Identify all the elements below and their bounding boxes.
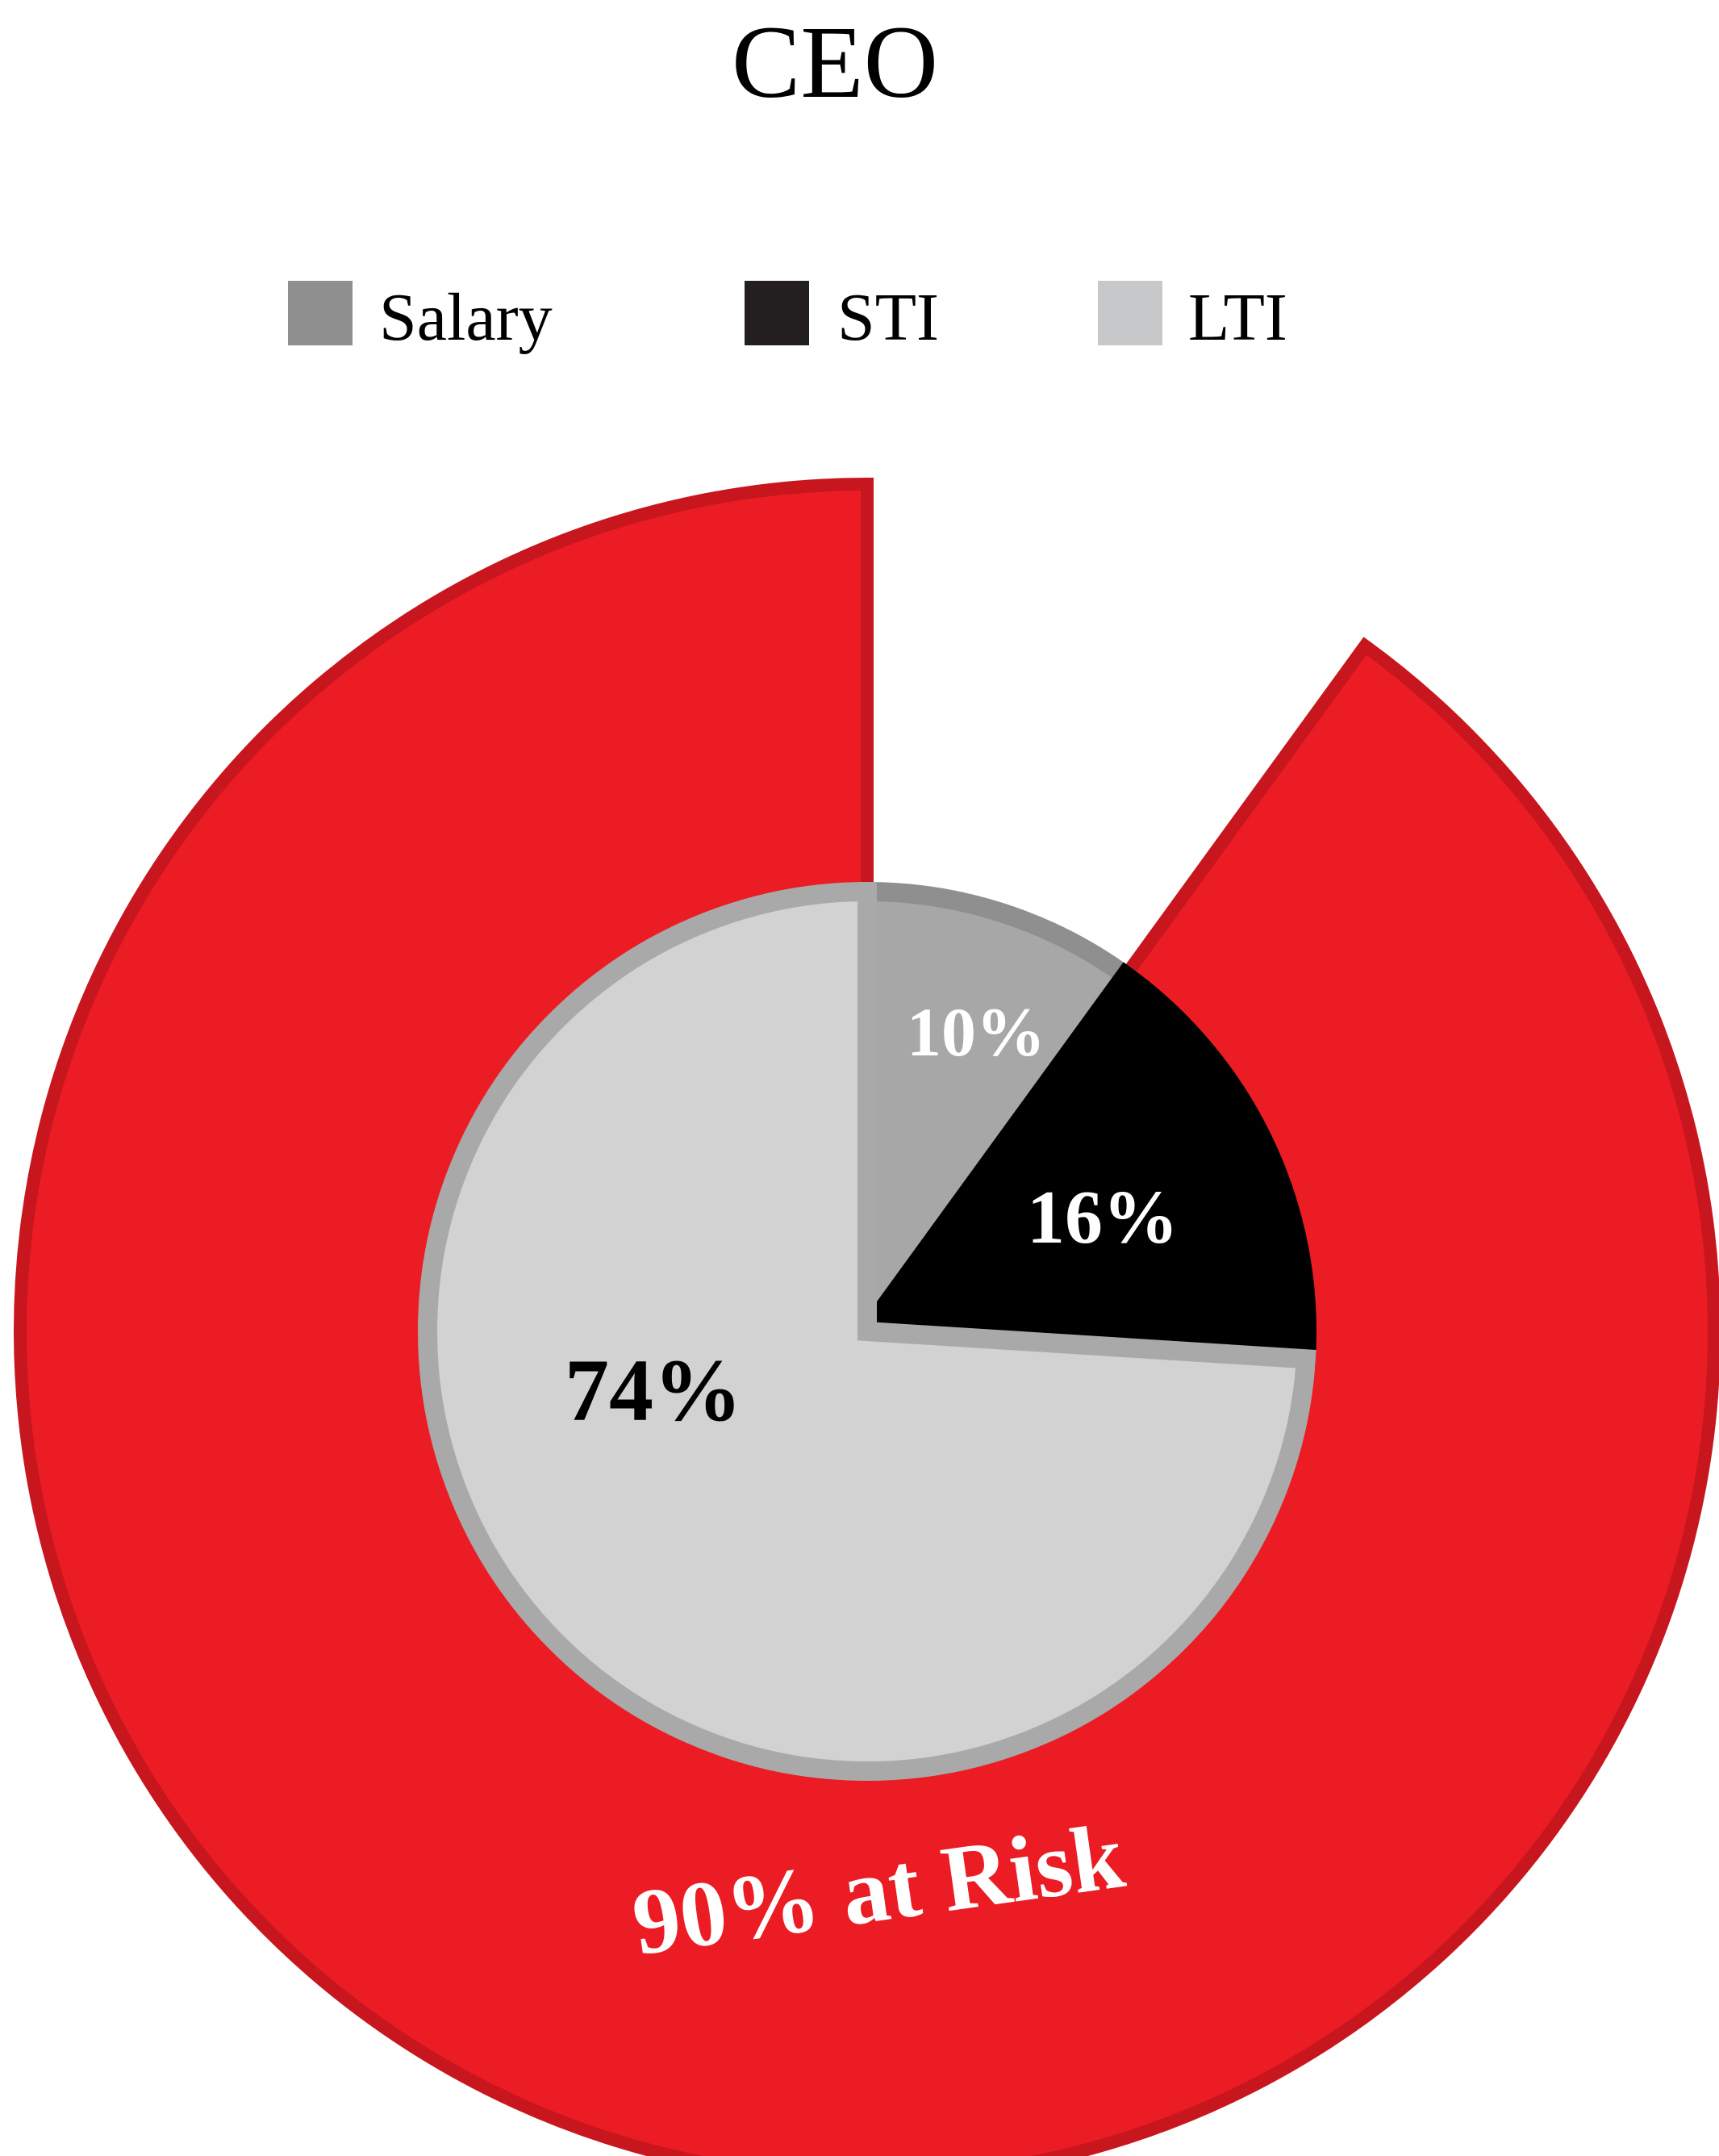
pie-slice-lti — [418, 881, 1316, 1781]
legend-swatch-sti — [745, 281, 809, 345]
slice-label-lti: 74% — [565, 1341, 742, 1439]
legend: Salary STI LTI — [288, 280, 1287, 355]
chart-title: CEO — [732, 5, 938, 119]
slice-layer — [418, 881, 1316, 1781]
slice-label-sti: 16% — [1027, 1176, 1179, 1260]
legend-label-salary: Salary — [379, 280, 553, 355]
pie-slice-sti — [849, 962, 1316, 1369]
legend-label-sti: STI — [837, 280, 939, 355]
slice-label-salary: 10% — [907, 993, 1045, 1071]
legend-label-lti: LTI — [1188, 280, 1287, 355]
pie-slice-salary — [857, 881, 1140, 1361]
legend-swatch-salary — [288, 281, 353, 345]
legend-swatch-lti — [1098, 281, 1162, 345]
